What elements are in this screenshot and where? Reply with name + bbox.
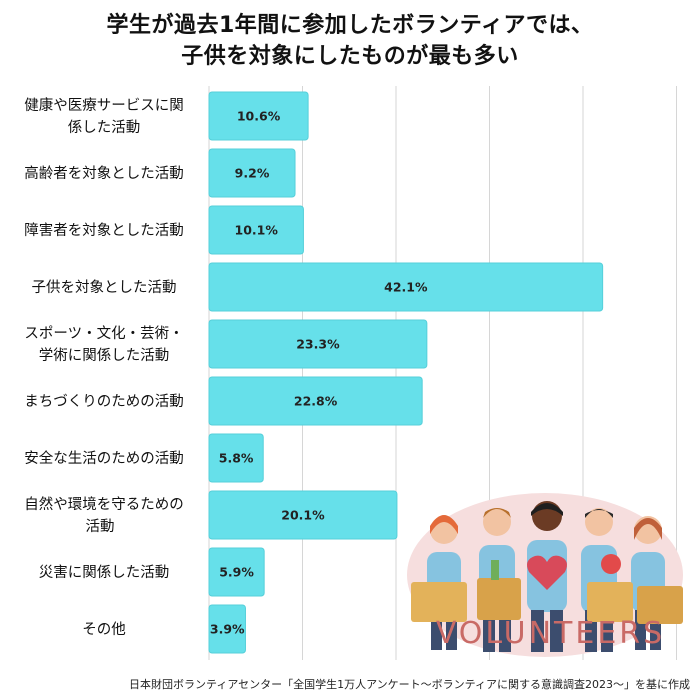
- bar-value-label: 23.3%: [296, 337, 340, 352]
- category-label: スポーツ・文化・芸術・学術に関係した活動: [24, 325, 183, 364]
- bar-value-label: 9.2%: [235, 166, 270, 181]
- category-label: 障害者を対象とした活動: [24, 221, 184, 239]
- title-line-1: 学生が過去1年間に参加したボランティアでは、: [106, 13, 594, 38]
- category-label: 安全な生活のための活動: [24, 449, 184, 467]
- category-label: 子供を対象とした活動: [32, 279, 177, 296]
- bars: 10.6% 9.2% 10.1% 42.1% 23.3% 22.8% 5.8% 20.1% 5.…: [208, 91, 604, 654]
- bar-value-label: 10.6%: [237, 109, 281, 124]
- bar-value-label: 22.8%: [294, 394, 338, 409]
- volunteer-figure: [527, 501, 567, 652]
- category-label: その他: [82, 621, 126, 638]
- bar: [208, 91, 309, 141]
- bar: [208, 319, 428, 369]
- bar: [208, 604, 246, 654]
- bar-value-label: 42.1%: [384, 280, 428, 295]
- bar: [208, 148, 296, 198]
- bar: [208, 490, 398, 540]
- source-note: 日本財団ボランティアセンター「全国学生1万人アンケート～ボランティアに関する意識…: [128, 678, 690, 691]
- bar: [208, 262, 604, 312]
- volunteers-illustration: [407, 493, 683, 657]
- category-label: 高齢者を対象とした活動: [24, 165, 184, 182]
- bar-value-label: 10.1%: [235, 223, 279, 238]
- bar-value-label: 20.1%: [281, 508, 325, 523]
- bar-chart: 10.6% 9.2% 10.1% 42.1% 23.3% 22.8% 5.8% 20.1% 5.…: [24, 86, 677, 660]
- volunteers-caption: VOLUNTEERS: [435, 616, 666, 651]
- bar-value-label: 3.9%: [210, 622, 245, 637]
- bar-value-label: 5.8%: [219, 451, 254, 466]
- category-label: 災害に関係した活動: [39, 564, 170, 581]
- category-label: まちづくりのための活動: [24, 393, 184, 410]
- category-label: 自然や環境を守るための活動: [24, 495, 184, 535]
- title-line-2: 子供を対象にしたものが最も多い: [181, 44, 519, 69]
- chart-title: 学生が過去1年間に参加したボランティアでは、 子供を対象にしたものが最も多い: [0, 10, 700, 72]
- bar: [208, 433, 264, 483]
- category-label: 健康や医療サービスに関係した活動: [24, 97, 184, 136]
- bar-value-label: 5.9%: [219, 565, 254, 580]
- bar: [208, 205, 304, 255]
- bar: [208, 547, 265, 597]
- bar: [208, 376, 423, 426]
- category-labels: 健康や医療サービスに関係した活動高齢者を対象とした活動障害者を対象とした活動子供…: [24, 97, 184, 638]
